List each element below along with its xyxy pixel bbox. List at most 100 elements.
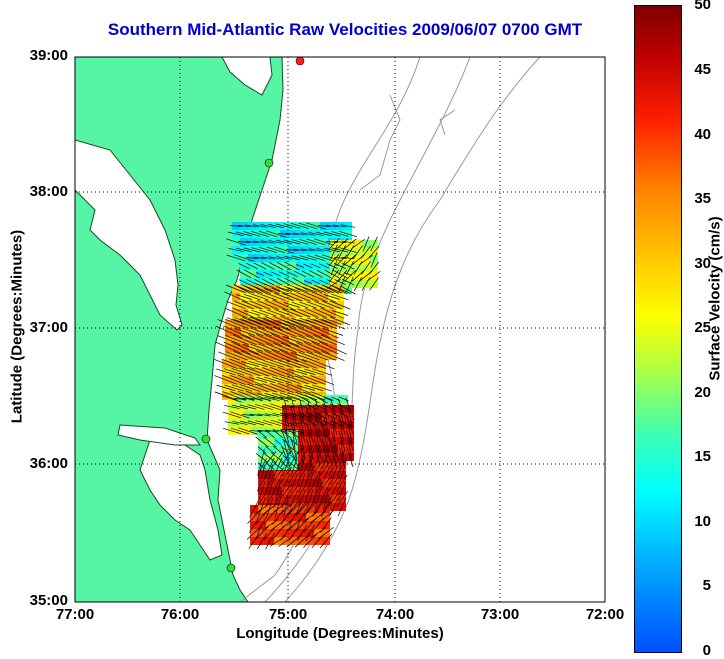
velocity-arrow bbox=[298, 456, 306, 478]
velocity-arrow bbox=[264, 429, 276, 439]
velocity-arrow bbox=[277, 366, 303, 378]
velocity-arrow bbox=[299, 399, 305, 419]
velocity-arrow bbox=[256, 397, 272, 401]
velocity-arrow bbox=[288, 461, 300, 471]
velocity-arrow bbox=[275, 286, 293, 292]
velocity-arrow bbox=[293, 248, 307, 252]
velocity-arrow bbox=[334, 262, 346, 270]
velocity-arrow bbox=[331, 310, 349, 316]
velocity-arrow bbox=[261, 256, 275, 260]
velocity-arrow bbox=[313, 438, 323, 460]
velocity-arrow bbox=[281, 342, 305, 354]
velocity-arrow bbox=[224, 405, 240, 409]
velocity-arrow bbox=[318, 263, 330, 269]
velocity-arrow bbox=[280, 525, 292, 541]
velocity-arrow bbox=[243, 293, 261, 301]
colorbar-tick: 45 bbox=[694, 61, 711, 78]
velocity-arrow bbox=[255, 436, 269, 448]
velocity-arrow bbox=[262, 419, 282, 427]
velocity-arrow bbox=[249, 316, 271, 326]
velocity-arrow bbox=[269, 382, 295, 394]
velocity-arrow bbox=[253, 503, 271, 515]
velocity-arrow bbox=[320, 318, 346, 330]
velocity-arrow bbox=[343, 238, 357, 250]
velocity-arrow bbox=[224, 384, 244, 392]
velocity-arrow bbox=[320, 517, 332, 533]
velocity-arrow bbox=[218, 351, 240, 361]
velocity-arrow bbox=[238, 427, 258, 435]
velocity-arrow bbox=[306, 438, 314, 460]
velocity-arrow bbox=[291, 301, 309, 309]
velocity-arrow bbox=[261, 519, 279, 531]
velocity-arrow bbox=[235, 294, 253, 300]
velocity-arrow bbox=[295, 501, 309, 517]
velocity-arrow bbox=[290, 454, 298, 462]
velocity-arrow bbox=[256, 393, 276, 399]
velocity-arrow bbox=[328, 269, 340, 283]
velocity-arrow bbox=[263, 288, 273, 292]
velocity-arrow bbox=[332, 424, 336, 442]
velocity-arrow bbox=[322, 403, 334, 411]
velocity-arrow bbox=[282, 308, 302, 318]
velocity-arrow bbox=[224, 421, 240, 425]
velocity-arrow bbox=[291, 285, 309, 293]
velocity-arrow bbox=[264, 413, 280, 417]
velocity-arrow bbox=[280, 412, 296, 418]
velocity-arrow bbox=[265, 532, 275, 550]
velocity-arrow bbox=[295, 518, 309, 532]
velocity-arrow bbox=[327, 278, 341, 290]
velocity-arrow bbox=[314, 254, 334, 262]
velocity-arrow bbox=[312, 307, 336, 319]
velocity-arrow bbox=[287, 499, 301, 515]
velocity-arrow bbox=[328, 458, 340, 476]
velocity-arrow bbox=[270, 403, 290, 411]
velocity-arrow bbox=[278, 518, 294, 532]
velocity-arrow bbox=[263, 452, 277, 464]
velocity-arrow bbox=[274, 320, 296, 328]
velocity-arrow bbox=[251, 247, 269, 253]
velocity-arrow bbox=[265, 343, 289, 353]
velocity-arrow bbox=[289, 489, 299, 509]
velocity-arrow bbox=[237, 241, 251, 243]
velocity-arrow bbox=[323, 488, 329, 510]
velocity-arrow bbox=[226, 301, 246, 309]
velocity-arrow bbox=[370, 252, 378, 268]
velocity-arrow bbox=[289, 445, 299, 469]
velocity-arrow bbox=[239, 367, 261, 377]
velocity-arrow bbox=[266, 293, 286, 301]
velocity-arrow bbox=[240, 361, 260, 367]
velocity-arrow bbox=[342, 278, 354, 286]
velocity-arrow bbox=[302, 286, 314, 294]
velocity-arrow bbox=[249, 430, 263, 432]
velocity-arrow bbox=[251, 293, 269, 301]
velocity-arrow bbox=[289, 308, 311, 318]
velocity-arrow bbox=[267, 464, 273, 486]
velocity-arrow bbox=[345, 414, 355, 436]
velocity-arrow bbox=[244, 269, 260, 279]
velocity-arrow bbox=[313, 351, 337, 361]
velocity-arrow bbox=[257, 429, 271, 433]
velocity-arrow bbox=[298, 351, 320, 361]
velocity-arrow bbox=[290, 222, 310, 230]
velocity-arrow bbox=[254, 403, 274, 411]
velocity-arrow bbox=[303, 263, 313, 269]
velocity-arrow bbox=[305, 466, 315, 484]
velocity-arrow bbox=[345, 260, 355, 276]
velocity-arrow bbox=[341, 240, 355, 244]
velocity-arrow bbox=[255, 317, 283, 331]
station-marker-north bbox=[295, 57, 305, 66]
velocity-arrow bbox=[290, 473, 298, 493]
velocity-arrow bbox=[315, 472, 321, 494]
velocity-arrow bbox=[296, 524, 308, 542]
velocity-arrow bbox=[287, 375, 309, 385]
velocity-arrow bbox=[294, 534, 310, 548]
velocity-arrow bbox=[300, 448, 304, 466]
velocity-arrow bbox=[246, 262, 258, 270]
velocity-arrow bbox=[369, 277, 379, 291]
colorbar-tick: 0 bbox=[702, 642, 711, 659]
velocity-arrow bbox=[280, 445, 292, 455]
velocity-arrow bbox=[266, 309, 286, 317]
velocity-arrow bbox=[268, 256, 284, 260]
velocity-arrow bbox=[326, 279, 338, 285]
velocity-arrow bbox=[286, 534, 302, 548]
